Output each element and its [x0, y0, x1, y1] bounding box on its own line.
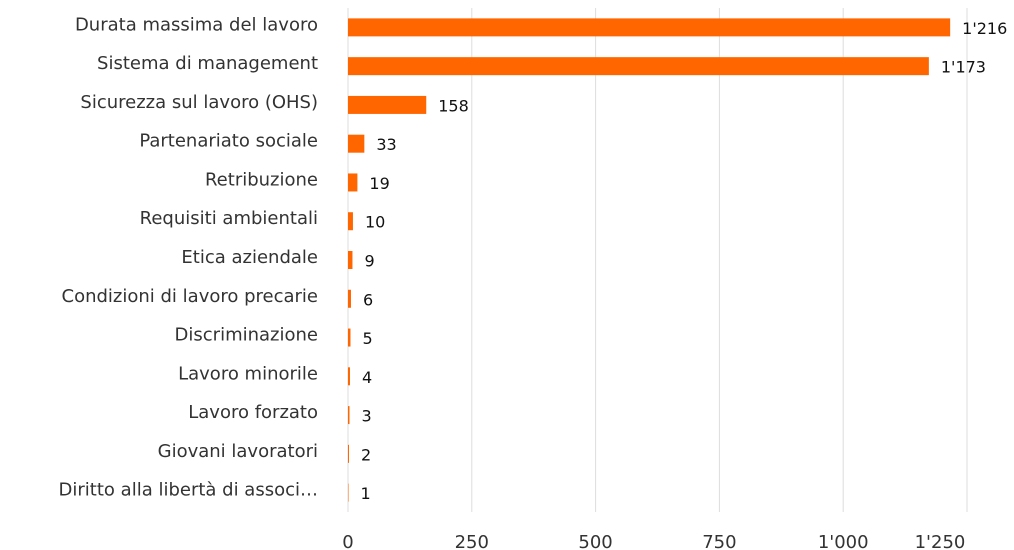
- y-tick-label: Lavoro forzato: [188, 402, 318, 423]
- y-tick-label: Diritto alla libertà di associ…: [59, 480, 318, 501]
- bar: [348, 289, 351, 308]
- y-tick-label: Retribuzione: [205, 169, 318, 190]
- y-tick-label: Requisiti ambientali: [140, 208, 318, 229]
- y-tick-label: Sicurezza sul lavoro (OHS): [80, 92, 318, 113]
- value-label: 4: [362, 368, 372, 387]
- x-tick-label: 0: [342, 532, 353, 550]
- value-label: 3: [361, 407, 371, 426]
- bar: [348, 57, 929, 76]
- y-tick-label: Discriminazione: [175, 325, 318, 346]
- value-label: 158: [438, 96, 469, 115]
- x-tick-label: 750: [702, 532, 736, 550]
- y-tick-label: Sistema di management: [97, 53, 318, 74]
- bar: [348, 95, 427, 114]
- value-label: 9: [364, 252, 374, 271]
- y-tick-label: Condizioni di lavoro precarie: [62, 286, 319, 307]
- y-tick-label: Partenariato sociale: [139, 131, 318, 152]
- bar: [348, 444, 349, 463]
- bar: [348, 251, 353, 269]
- bar: [348, 18, 951, 37]
- value-label: 1'173: [941, 58, 986, 77]
- x-tick-label: 1'250: [915, 532, 966, 550]
- y-tick-label: Giovani lavoratori: [158, 441, 318, 462]
- value-label: 19: [369, 174, 389, 193]
- y-tick-label: Durata massima del lavoro: [75, 14, 318, 35]
- value-label: 5: [362, 329, 372, 348]
- value-label: 6: [363, 290, 373, 309]
- bar: [348, 328, 351, 347]
- bar: [348, 406, 350, 425]
- bar: [348, 134, 365, 153]
- x-tick-label: 1'000: [818, 532, 869, 550]
- value-label: 2: [361, 445, 371, 464]
- y-tick-label: Etica aziendale: [181, 247, 318, 268]
- bar: [348, 212, 353, 231]
- y-tick-label: Lavoro minorile: [178, 363, 318, 384]
- value-label: 1: [360, 484, 370, 503]
- value-label: 33: [376, 135, 396, 154]
- x-tick-label: 250: [455, 532, 489, 550]
- value-label: 10: [365, 213, 385, 232]
- value-label: 1'216: [962, 19, 1007, 38]
- bar: [348, 173, 358, 192]
- x-tick-label: 500: [578, 532, 612, 550]
- bar: [348, 367, 350, 386]
